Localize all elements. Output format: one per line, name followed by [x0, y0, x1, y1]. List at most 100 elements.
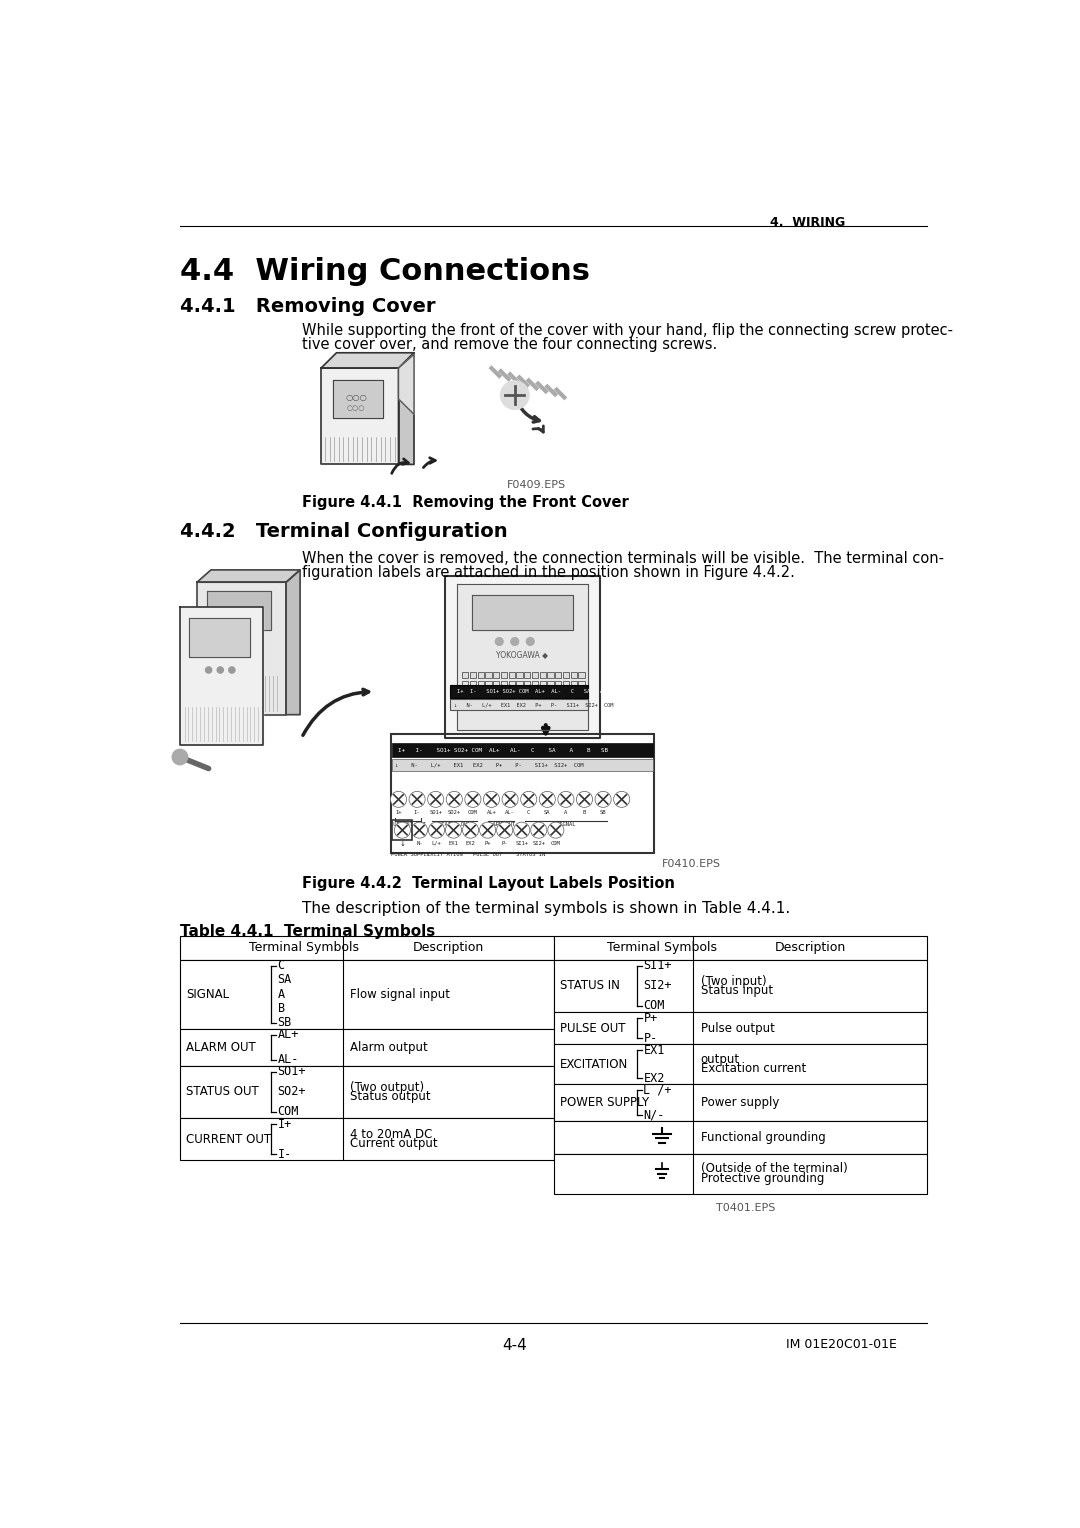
Circle shape [502, 792, 517, 807]
Circle shape [503, 793, 517, 807]
Text: P-: P- [644, 1031, 658, 1045]
Text: SO2+: SO2+ [448, 810, 461, 814]
Text: Protective grounding: Protective grounding [701, 1172, 824, 1184]
FancyBboxPatch shape [554, 1085, 927, 1122]
Text: EX1: EX1 [448, 840, 458, 847]
FancyBboxPatch shape [449, 700, 588, 711]
Circle shape [391, 792, 406, 807]
FancyBboxPatch shape [540, 681, 545, 688]
Text: SI2+: SI2+ [644, 979, 672, 992]
FancyBboxPatch shape [392, 743, 652, 756]
FancyBboxPatch shape [524, 671, 530, 678]
Circle shape [484, 792, 499, 807]
Text: CURRENT OUT: CURRENT OUT [390, 822, 426, 828]
Text: COM: COM [278, 1105, 299, 1118]
Circle shape [409, 792, 424, 807]
Text: SB: SB [599, 810, 606, 814]
FancyBboxPatch shape [554, 1154, 927, 1193]
Text: ○○○: ○○○ [345, 393, 367, 402]
Polygon shape [197, 570, 300, 582]
FancyBboxPatch shape [494, 681, 499, 688]
FancyBboxPatch shape [180, 937, 554, 960]
FancyBboxPatch shape [516, 671, 523, 678]
Text: SO2+: SO2+ [278, 1085, 306, 1099]
Text: Functional grounding: Functional grounding [701, 1131, 825, 1144]
Circle shape [540, 792, 555, 807]
Circle shape [577, 792, 592, 807]
Circle shape [531, 824, 545, 837]
Text: L /+: L /+ [644, 1083, 672, 1097]
Text: EXCIT ATION: EXCIT ATION [427, 851, 463, 857]
Text: STATUS IN: STATUS IN [559, 979, 620, 992]
Text: Terminal Symbols: Terminal Symbols [249, 941, 359, 955]
Circle shape [522, 793, 536, 807]
Polygon shape [399, 353, 414, 465]
Text: I+   I-    SO1+ SO2+ COM  AL+   AL-   C    SA    A    B   SB: I+ I- SO1+ SO2+ COM AL+ AL- C SA A B SB [399, 747, 608, 753]
Text: EXCITATION: EXCITATION [559, 1057, 627, 1071]
FancyBboxPatch shape [462, 671, 469, 678]
Circle shape [394, 822, 410, 837]
Text: STATUS OUT: STATUS OUT [186, 1085, 259, 1099]
FancyBboxPatch shape [540, 671, 545, 678]
Text: F0410.EPS: F0410.EPS [662, 859, 721, 869]
Text: I+  I-   SO1+ SO2+ COM  AL+  AL-   C   SA   A   B  SB: I+ I- SO1+ SO2+ COM AL+ AL- C SA A B SB [457, 689, 629, 694]
FancyBboxPatch shape [180, 1067, 554, 1118]
Text: STATUS OUT: STATUS OUT [438, 822, 471, 828]
FancyBboxPatch shape [449, 686, 588, 698]
FancyBboxPatch shape [501, 671, 507, 678]
Circle shape [446, 822, 461, 837]
FancyBboxPatch shape [477, 671, 484, 678]
Text: figuration labels are attached in the position shown in Figure 4.4.2.: figuration labels are attached in the po… [301, 564, 795, 579]
FancyBboxPatch shape [578, 671, 584, 678]
FancyBboxPatch shape [531, 681, 538, 688]
Text: ALARM OUT: ALARM OUT [486, 822, 515, 828]
Text: (Two input): (Two input) [701, 975, 767, 987]
Text: STATUS IN: STATUS IN [515, 851, 545, 857]
Circle shape [430, 824, 444, 837]
Circle shape [413, 824, 427, 837]
Circle shape [429, 793, 443, 807]
Polygon shape [333, 380, 383, 419]
Circle shape [172, 749, 188, 764]
FancyBboxPatch shape [531, 671, 538, 678]
FancyBboxPatch shape [501, 681, 507, 688]
Text: P+: P+ [484, 840, 491, 847]
FancyBboxPatch shape [392, 758, 652, 770]
Text: PULSE OUT: PULSE OUT [559, 1022, 625, 1034]
Text: F0409.EPS: F0409.EPS [507, 480, 566, 490]
Text: SIGNAL: SIGNAL [186, 987, 229, 1001]
Text: ↓    N-    L/+    EX1   EX2    P+    P-    SI1+  SI2+  COM: ↓ N- L/+ EX1 EX2 P+ P- SI1+ SI2+ COM [395, 762, 584, 767]
Text: Description: Description [774, 941, 846, 955]
Text: SA: SA [278, 973, 292, 987]
Circle shape [465, 792, 481, 807]
Polygon shape [180, 607, 262, 746]
FancyBboxPatch shape [485, 671, 491, 678]
Text: When the cover is removed, the connection terminals will be visible.  The termin: When the cover is removed, the connectio… [301, 550, 944, 565]
Text: SO1+: SO1+ [278, 1065, 306, 1079]
Circle shape [428, 792, 444, 807]
Polygon shape [321, 368, 399, 465]
FancyBboxPatch shape [391, 733, 654, 853]
Text: AL+: AL+ [487, 810, 497, 814]
Text: N/-: N/- [644, 1108, 665, 1122]
FancyBboxPatch shape [548, 671, 554, 678]
Circle shape [595, 792, 611, 807]
Circle shape [651, 1163, 673, 1184]
Circle shape [248, 637, 257, 645]
Circle shape [559, 793, 572, 807]
Circle shape [410, 793, 424, 807]
FancyBboxPatch shape [563, 671, 569, 678]
Text: Status input: Status input [701, 984, 773, 996]
Text: ↓   N-   L/+   EX1  EX2   P+   P-   SI1+  SI2+  COM: ↓ N- L/+ EX1 EX2 P+ P- SI1+ SI2+ COM [455, 703, 613, 707]
Circle shape [549, 824, 563, 837]
FancyBboxPatch shape [555, 681, 562, 688]
Circle shape [229, 666, 235, 672]
Text: 4.4.2   Terminal Configuration: 4.4.2 Terminal Configuration [180, 523, 508, 541]
FancyBboxPatch shape [180, 960, 554, 1028]
Polygon shape [321, 353, 414, 368]
Text: C: C [278, 960, 285, 972]
FancyBboxPatch shape [554, 1122, 927, 1154]
Text: output: output [701, 1053, 740, 1067]
Text: P-: P- [501, 840, 508, 847]
Text: A: A [564, 810, 567, 814]
